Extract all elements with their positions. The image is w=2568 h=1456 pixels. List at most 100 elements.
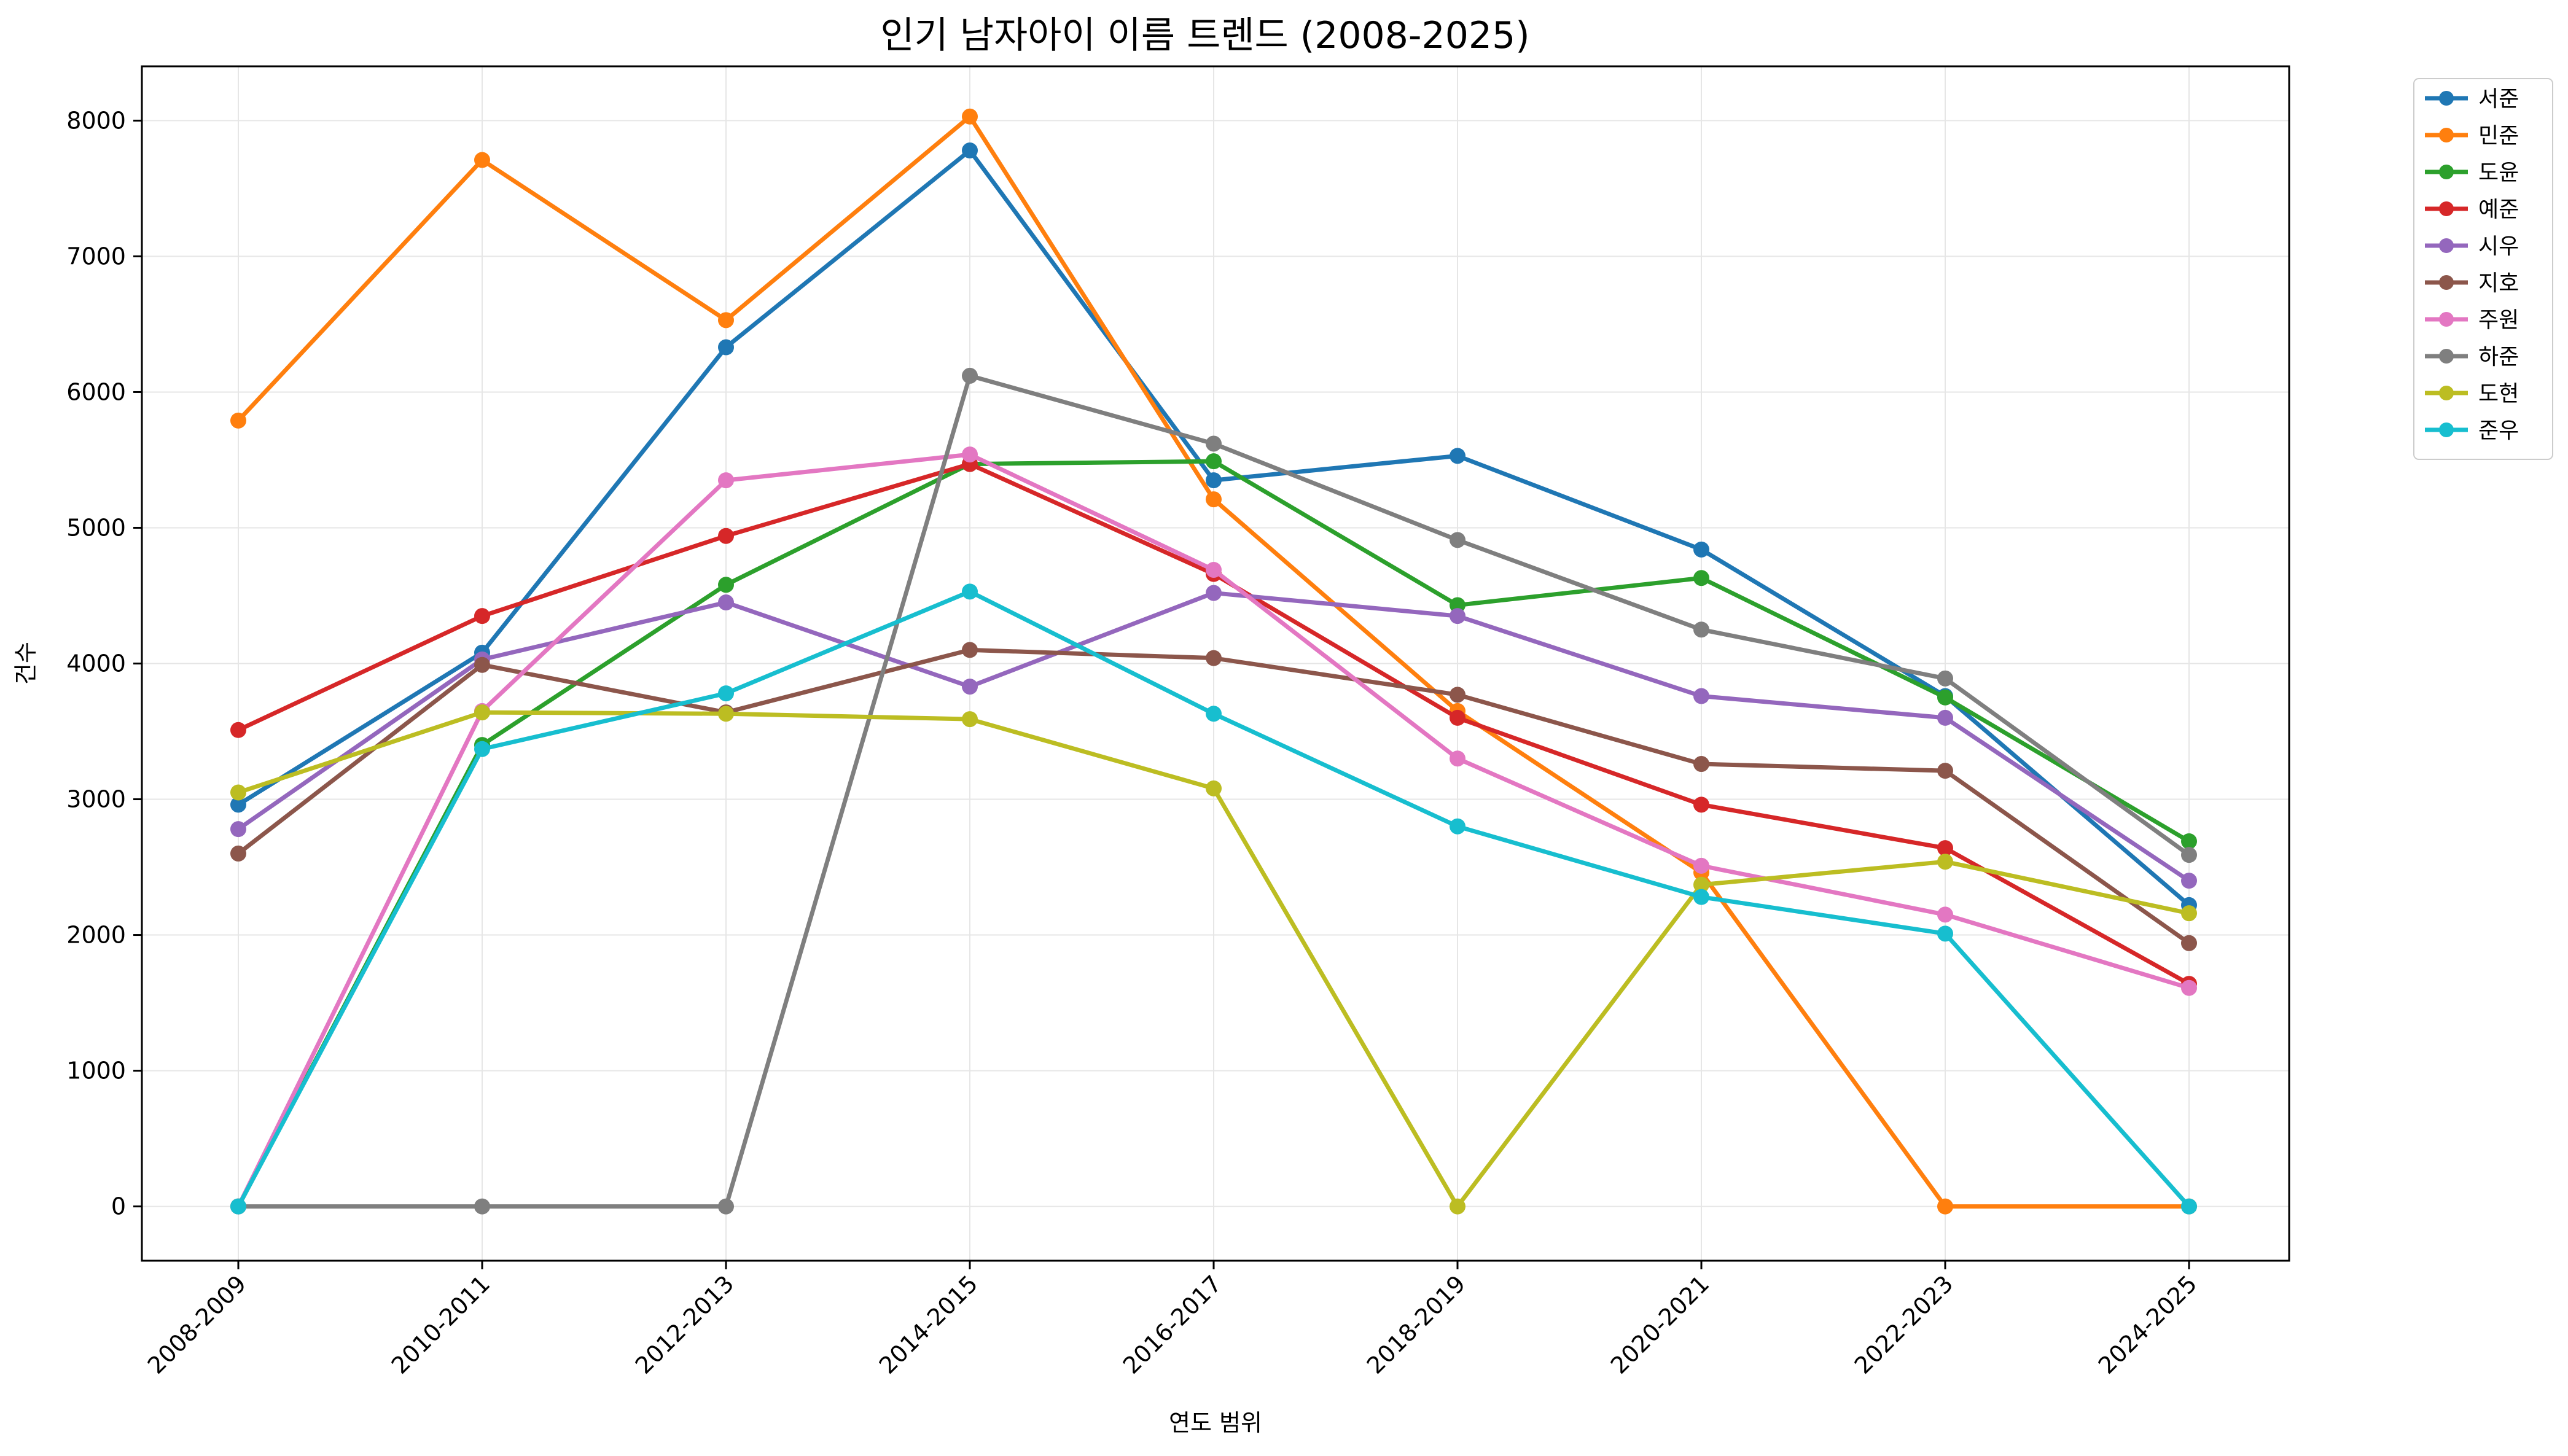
data-point (1937, 709, 1953, 726)
legend-item: 하준 (2425, 345, 2519, 370)
data-point (962, 108, 978, 125)
data-point (1450, 687, 1465, 703)
series-도현 (230, 704, 2197, 1215)
data-point (230, 784, 246, 801)
chart-title: 인기 남자아이 이름 트렌드 (2008-2025) (880, 14, 1529, 57)
data-point (230, 821, 246, 838)
legend-item: 시우 (2425, 234, 2519, 259)
data-point (1693, 621, 1709, 638)
legend-label: 하준 (2478, 345, 2519, 370)
legend-swatch-marker (2439, 201, 2454, 216)
data-point (962, 642, 978, 658)
y-tick-label: 2000 (66, 922, 126, 949)
data-point (1206, 561, 1222, 578)
legend-item: 도현 (2425, 381, 2519, 407)
data-point (1450, 818, 1465, 835)
data-point (962, 679, 978, 695)
data-point (1450, 1198, 1465, 1215)
legend-swatch-marker (2439, 312, 2454, 327)
y-axis-label: 건수 (12, 642, 39, 685)
data-point (474, 1198, 490, 1215)
legend-item: 도윤 (2425, 160, 2519, 185)
data-point (1937, 854, 1953, 870)
data-point (2181, 979, 2197, 996)
data-point (1693, 796, 1709, 813)
legend-item: 서준 (2425, 87, 2519, 112)
data-point (962, 446, 978, 463)
y-tick-label: 8000 (66, 107, 126, 134)
y-tick-label: 3000 (66, 786, 126, 813)
x-axis-label: 연도 범위 (1169, 1409, 1262, 1436)
data-point (1450, 608, 1465, 625)
data-point (1937, 925, 1953, 942)
data-point (1937, 670, 1953, 687)
legend-label: 도현 (2478, 381, 2519, 407)
legend-swatch-marker (2439, 422, 2454, 437)
data-point (474, 152, 490, 168)
legend-label: 시우 (2478, 234, 2519, 259)
data-point (718, 339, 734, 356)
data-point (474, 608, 490, 625)
data-point (2181, 1198, 2197, 1215)
data-point (474, 704, 490, 721)
data-point (1206, 585, 1222, 601)
data-point (962, 583, 978, 600)
data-point (718, 472, 734, 489)
series-지호 (230, 642, 2197, 951)
legend-swatch-marker (2439, 128, 2454, 142)
legend-label: 민준 (2478, 123, 2519, 149)
legend-item: 주원 (2425, 308, 2519, 333)
y-tick-label: 1000 (66, 1057, 126, 1084)
data-point (230, 845, 246, 862)
data-point (1693, 889, 1709, 905)
legend-swatch-marker (2439, 91, 2454, 106)
legend-swatch-marker (2439, 349, 2454, 364)
y-tick-label: 4000 (66, 650, 126, 677)
series-준우 (230, 583, 2197, 1215)
legend-label: 서준 (2478, 87, 2519, 112)
data-point (2181, 935, 2197, 951)
data-point (230, 796, 246, 813)
data-point (1206, 706, 1222, 722)
data-point (718, 685, 734, 702)
legend-label: 준우 (2478, 418, 2519, 443)
series-민준 (230, 108, 2197, 1215)
y-tick-label: 7000 (66, 243, 126, 270)
data-point (718, 312, 734, 329)
data-point (1937, 1198, 1953, 1215)
data-point (2181, 905, 2197, 922)
data-point (1693, 857, 1709, 874)
data-point (1693, 541, 1709, 558)
data-point (1206, 491, 1222, 508)
data-point (230, 412, 246, 429)
data-point (1693, 688, 1709, 704)
y-axis-ticks: 0 1000 2000 3000 4000 5000 6000 7000 8000 (66, 107, 142, 1220)
legend-label: 예준 (2478, 197, 2519, 222)
data-point (1450, 532, 1465, 548)
data-point (474, 656, 490, 673)
legend-swatch-marker (2439, 275, 2454, 290)
legend-swatch-marker (2439, 386, 2454, 400)
legend-item: 민준 (2425, 123, 2519, 149)
legend-swatch-marker (2439, 238, 2454, 253)
y-tick-label: 6000 (66, 378, 126, 405)
legend-item: 지호 (2425, 271, 2519, 296)
data-point (1450, 448, 1465, 464)
legend-label: 도윤 (2478, 160, 2519, 185)
data-point (718, 528, 734, 544)
data-point (230, 1198, 246, 1215)
data-point (1206, 780, 1222, 796)
data-point (1206, 650, 1222, 666)
series-서준 (230, 142, 2197, 913)
data-point (718, 594, 734, 611)
data-point (1693, 876, 1709, 893)
data-point (1450, 750, 1465, 767)
data-point (1206, 453, 1222, 470)
data-point (2181, 847, 2197, 863)
data-point (1937, 689, 1953, 706)
legend-label: 지호 (2478, 271, 2519, 296)
data-point (962, 367, 978, 384)
data-point (718, 1198, 734, 1215)
data-point (1937, 906, 1953, 923)
